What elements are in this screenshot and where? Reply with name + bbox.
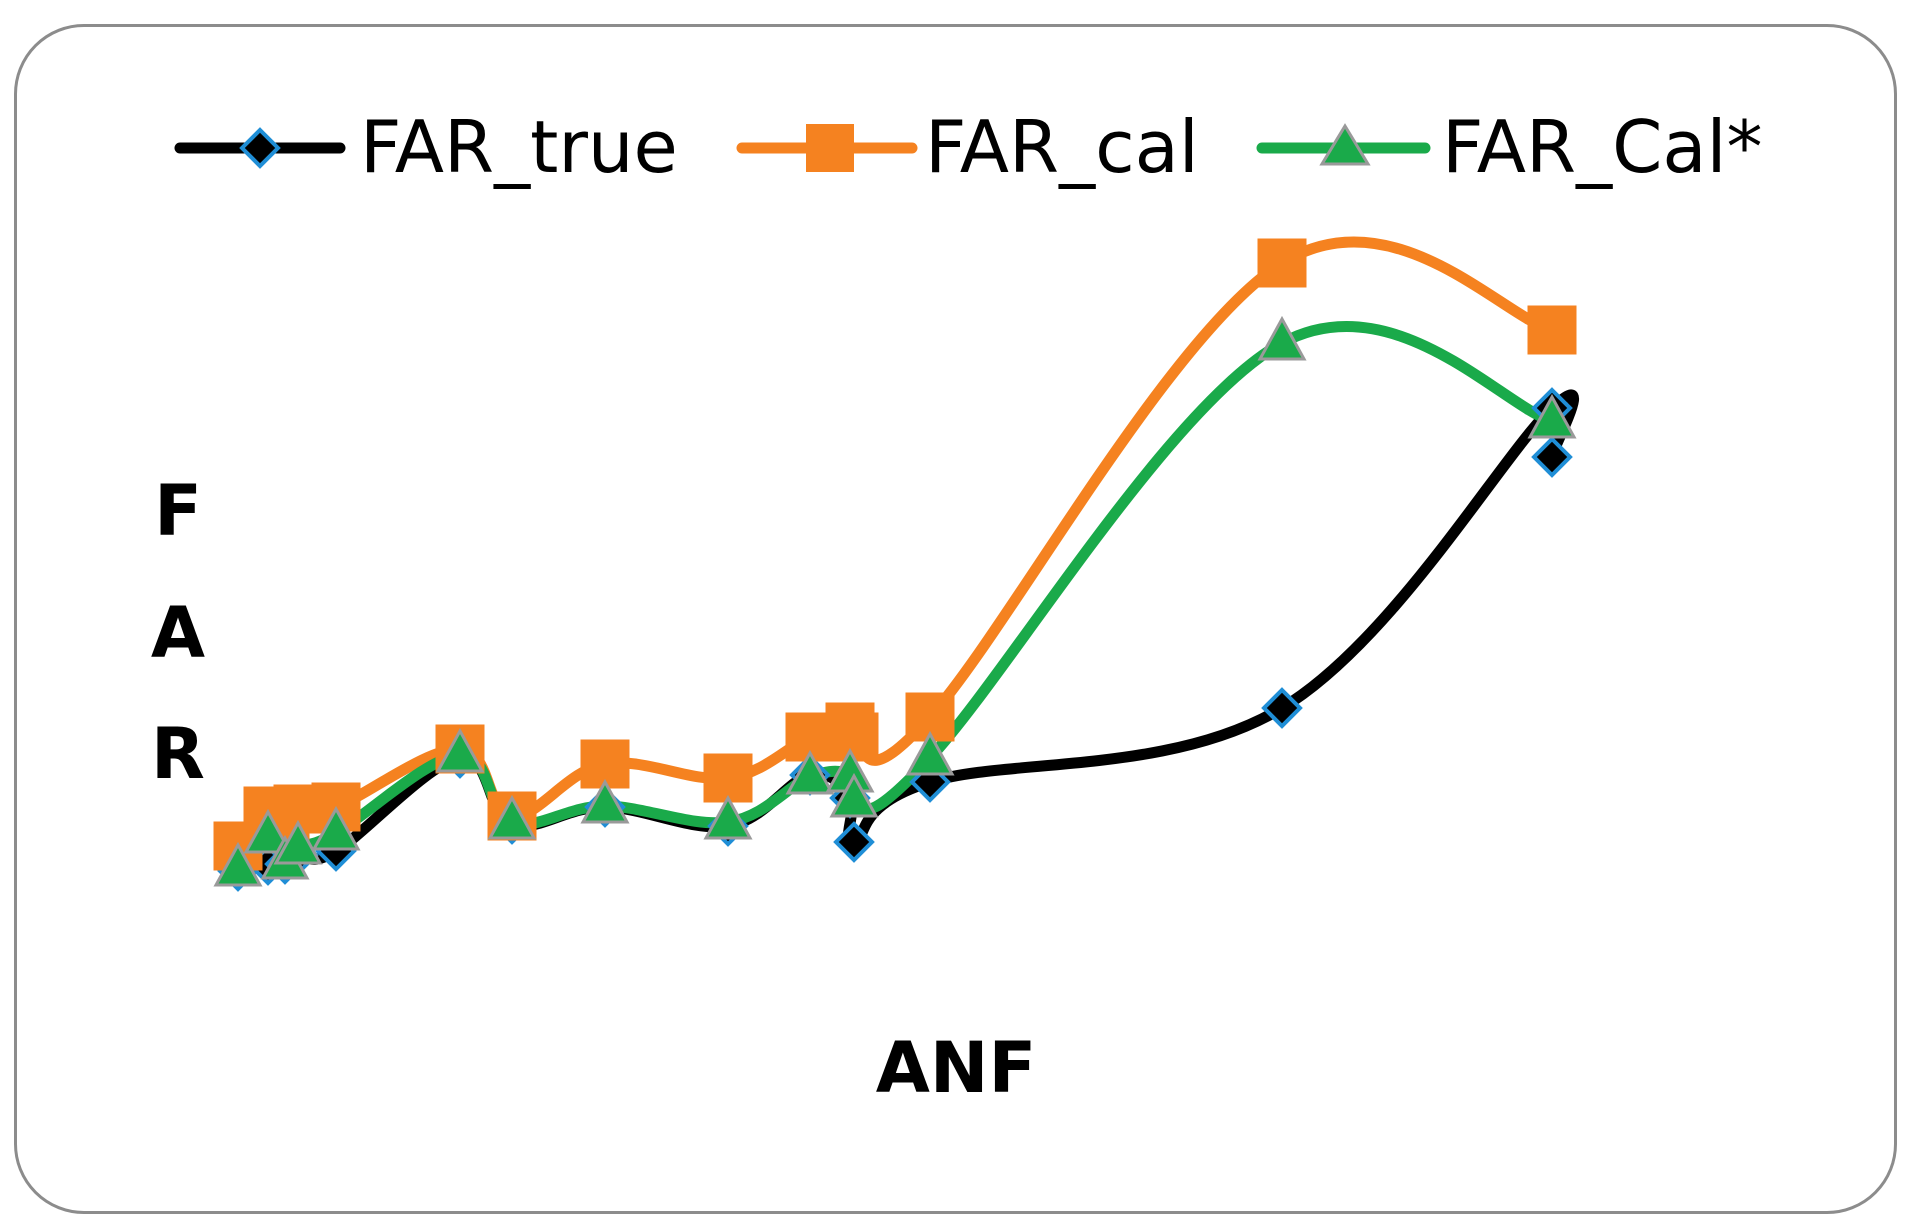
legend-item-far-true: FAR_true [174,105,678,189]
x-axis-label: ANF [876,1027,1037,1109]
legend: FAR_true FAR_cal FAR_Cal* [174,105,1762,189]
data-point-far-cal-star [1527,393,1577,439]
series-line-far-cal [232,236,1558,852]
data-point-far-cal-star [487,794,537,840]
data-point-far-true [1261,687,1303,729]
y-axis-label-letter-a: A [151,592,205,674]
data-point-far-cal [829,712,879,762]
data-point-far-cal-star [1257,315,1307,361]
legend-label-far-cal: FAR_cal [925,105,1199,189]
series-line-far-cal-star [232,321,1558,875]
legend-marker-square-icon [806,124,854,172]
chart-frame [14,24,1897,1214]
legend-item-far-cal: FAR_cal [736,105,1199,189]
legend-item-far-cal-star: FAR_Cal* [1256,105,1762,189]
plot-area [213,236,1580,892]
data-point-far-cal-star [703,794,753,840]
data-point-far-cal-star [311,805,361,851]
y-axis-label-letter-r: R [151,713,205,795]
y-axis-label-letter-f: F [154,470,202,552]
data-point-far-true [1531,436,1573,478]
data-point-far-cal-star [243,808,293,854]
data-point-far-cal-star [435,727,485,773]
data-point-far-cal-star [785,749,835,795]
data-point-far-cal-star [213,841,263,887]
data-point-far-true [833,821,875,863]
legend-label-far-true: FAR_true [360,105,678,189]
data-point-far-cal-star [829,772,879,818]
legend-marker-diamond-icon [239,127,281,169]
data-point-far-cal [703,753,753,803]
data-point-far-cal-star [273,819,323,865]
series-line-far-true [232,389,1580,877]
data-point-far-cal [1257,238,1307,288]
data-point-far-cal [1527,305,1577,355]
data-point-far-cal-star [580,778,630,824]
data-point-far-cal-star [905,730,955,776]
legend-marker-triangle-icon [1319,123,1371,166]
legend-label-far-cal-star: FAR_Cal* [1442,105,1762,189]
